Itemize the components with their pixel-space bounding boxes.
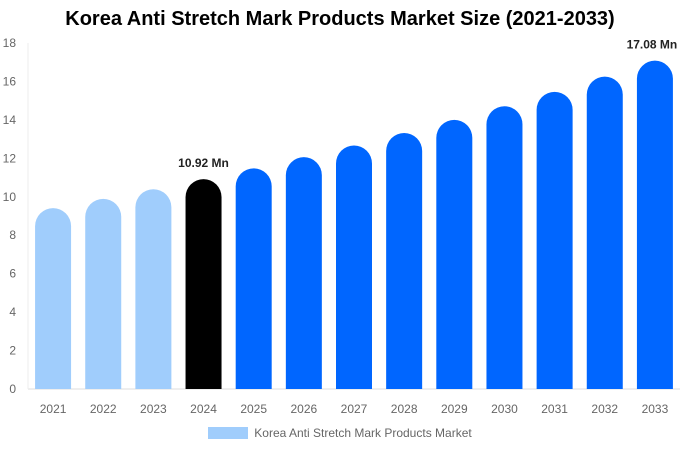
- x-tick-label: 2030: [491, 402, 518, 416]
- bar-2024: [185, 179, 222, 389]
- legend: Korea Anti Stretch Mark Products Market: [0, 426, 680, 440]
- y-tick-label: 16: [3, 74, 17, 88]
- legend-swatch: [208, 427, 249, 439]
- y-tick-label: 6: [9, 267, 16, 281]
- bar-2028: [386, 132, 423, 389]
- x-tick-label: 2032: [591, 402, 618, 416]
- x-tick-label: 2025: [240, 402, 267, 416]
- x-tick-label: 2021: [40, 402, 67, 416]
- bar-2029: [436, 119, 473, 389]
- x-tick-label: 2023: [140, 402, 167, 416]
- y-tick-label: 10: [3, 190, 17, 204]
- y-tick-label: 0: [9, 382, 16, 396]
- bar-2030: [486, 106, 523, 389]
- x-tick-label: 2033: [642, 402, 669, 416]
- y-tick-label: 18: [3, 36, 17, 50]
- y-tick-label: 4: [9, 305, 16, 319]
- y-tick-label: 8: [9, 228, 16, 242]
- bar-2027: [336, 145, 372, 389]
- bar-2026: [285, 157, 322, 389]
- bar-2021: [35, 208, 72, 389]
- x-tick-label: 2029: [441, 402, 468, 416]
- bar-2033: [636, 60, 673, 390]
- y-tick-label: 14: [3, 113, 17, 127]
- y-tick-label: 12: [3, 151, 17, 165]
- bar-2031: [536, 91, 573, 389]
- bar-2023: [135, 189, 172, 389]
- x-tick-label: 2024: [190, 402, 217, 416]
- x-tick-label: 2028: [391, 402, 418, 416]
- legend-label: Korea Anti Stretch Mark Products Market: [254, 426, 472, 440]
- chart-title: Korea Anti Stretch Mark Products Market …: [65, 8, 615, 30]
- x-tick-label: 2031: [541, 402, 568, 416]
- data-label: 17.08 Mn: [627, 38, 678, 52]
- x-tick-label: 2026: [290, 402, 317, 416]
- bar-2025: [235, 168, 272, 389]
- data-label: 10.92 Mn: [178, 156, 229, 170]
- bar-2032: [586, 76, 623, 389]
- bar-2022: [85, 198, 122, 389]
- y-tick-label: 2: [9, 344, 16, 358]
- x-tick-label: 2022: [90, 402, 117, 416]
- x-tick-label: 2027: [341, 402, 368, 416]
